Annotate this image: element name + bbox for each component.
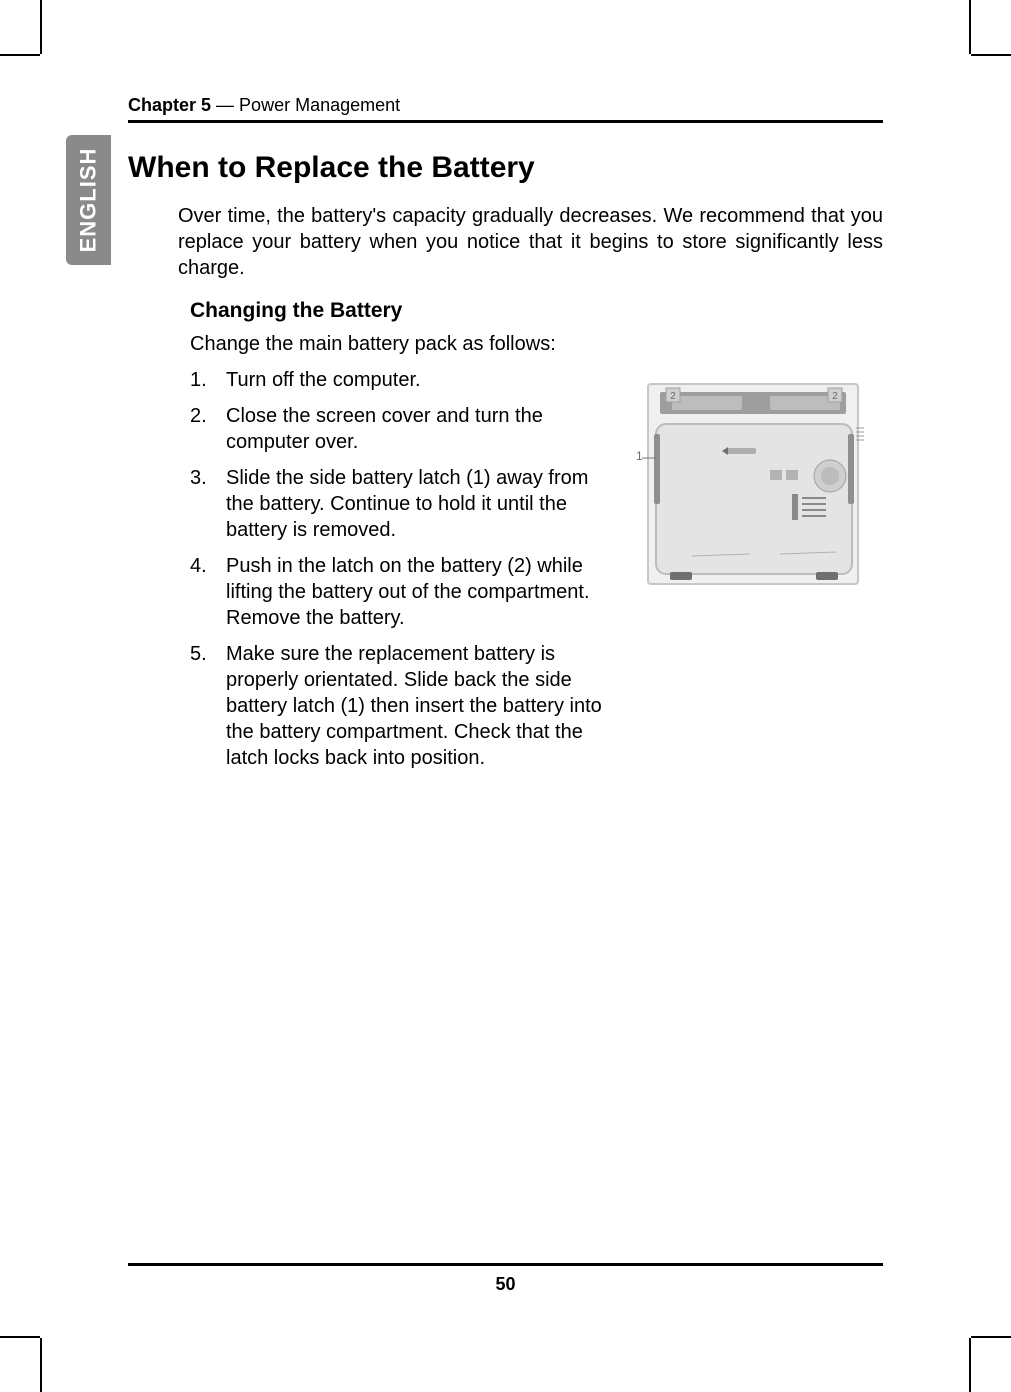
list-item: 2.Close the screen cover and turn the co… xyxy=(190,403,610,455)
crop-mark xyxy=(969,1338,971,1392)
callout-2-right: 2 xyxy=(832,391,838,402)
step-text: Push in the latch on the battery (2) whi… xyxy=(226,553,610,631)
list-item: 5.Make sure the replacement battery is p… xyxy=(190,641,610,771)
list-item: 4.Push in the latch on the battery (2) w… xyxy=(190,553,610,631)
chapter-separator: — xyxy=(211,95,239,115)
page-number: 50 xyxy=(495,1274,515,1294)
chapter-title: Power Management xyxy=(239,95,400,115)
running-header: Chapter 5 — Power Management xyxy=(128,95,883,123)
figure-column: 2 2 xyxy=(630,331,870,781)
content-columns: Change the main battery pack as follows:… xyxy=(190,331,883,781)
subheading: Changing the Battery xyxy=(190,299,883,323)
step-text: Slide the side battery latch (1) away fr… xyxy=(226,465,610,543)
page-title: When to Replace the Battery xyxy=(128,151,883,185)
step-text: Turn off the computer. xyxy=(226,367,610,393)
list-item: 1.Turn off the computer. xyxy=(190,367,610,393)
crop-mark xyxy=(0,54,40,56)
step-number: 5. xyxy=(190,641,226,771)
lead-in-text: Change the main battery pack as follows: xyxy=(190,331,610,357)
crop-mark xyxy=(971,1336,1011,1338)
battery-diagram: 2 2 xyxy=(630,376,870,596)
steps-list: 1.Turn off the computer. 2.Close the scr… xyxy=(190,367,610,771)
language-tab: ENGLISH xyxy=(66,135,111,265)
language-tab-label: ENGLISH xyxy=(76,148,102,253)
step-number: 1. xyxy=(190,367,226,393)
step-number: 3. xyxy=(190,465,226,543)
crop-mark xyxy=(40,1338,42,1392)
step-text: Close the screen cover and turn the comp… xyxy=(226,403,610,455)
crop-mark xyxy=(971,54,1011,56)
page-footer: 50 xyxy=(128,1263,883,1295)
list-item: 3.Slide the side battery latch (1) away … xyxy=(190,465,610,543)
page-content: ENGLISH Chapter 5 — Power Management Whe… xyxy=(128,95,883,1295)
intro-paragraph: Over time, the battery's capacity gradua… xyxy=(178,203,883,281)
callout-2-left: 2 xyxy=(670,391,676,402)
chapter-label: Chapter 5 xyxy=(128,95,211,115)
crop-mark xyxy=(969,0,971,54)
step-number: 4. xyxy=(190,553,226,631)
text-column: Change the main battery pack as follows:… xyxy=(190,331,610,781)
crop-mark xyxy=(0,1336,40,1338)
step-number: 2. xyxy=(190,403,226,455)
step-text: Make sure the replacement battery is pro… xyxy=(226,641,610,771)
crop-mark xyxy=(40,0,42,54)
callout-1: 1 xyxy=(636,449,643,463)
